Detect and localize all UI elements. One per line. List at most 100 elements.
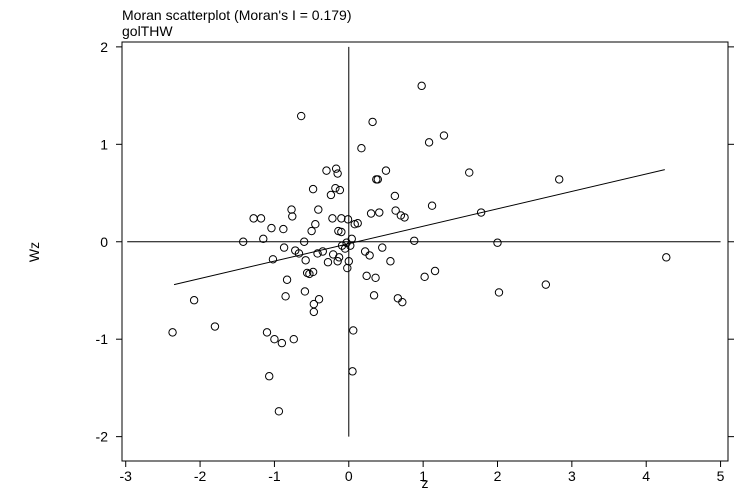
data-point [371,273,380,283]
data-point [314,205,323,214]
data-point [267,223,276,233]
data-point [262,328,272,337]
y-tick-label: 0 [100,234,108,250]
data-point [326,190,336,200]
data-point [424,138,434,147]
data-point [375,208,384,217]
data-point [322,166,331,175]
data-point [309,307,319,317]
data-point [299,237,309,246]
x-axis: -3 -2 -1 0 1 2 3 4 5 [119,461,725,484]
data-point [331,183,340,193]
data-point [259,234,268,244]
data-point [400,213,409,222]
x-tick-label: 4 [642,468,650,484]
data-point [386,257,395,266]
data-point [349,326,358,335]
data-point [282,275,292,284]
y-axis: -2 -1 0 1 2 [96,39,734,445]
data-point [541,280,551,289]
regression-line [173,169,665,286]
data-point [373,175,382,184]
x-tick-label: -3 [119,468,132,484]
data-point [337,241,347,250]
x-tick-label: -1 [268,468,281,484]
data-point [289,334,298,344]
data-point [168,328,177,337]
data-point [427,201,437,210]
data-point [313,249,322,258]
plot-frame [121,41,729,462]
data-point [430,266,440,276]
data-point [340,244,350,253]
data-point [333,169,342,178]
data-point [331,164,341,173]
data-point [294,249,304,258]
data-point [420,272,429,282]
y-tick-label: 2 [100,39,108,55]
data-point [410,236,419,245]
data-point [334,253,344,262]
data-point [353,219,362,228]
data-point [265,372,274,381]
data-point [333,257,342,266]
data-point [369,291,379,300]
chart-title: Moran scatterplot (Moran's I = 0.179) [122,7,352,23]
data-point [318,247,327,256]
y-axis-label: Wz [26,242,42,262]
data-point [337,227,346,237]
data-point [398,297,407,307]
data-point [357,144,366,153]
data-point [662,253,671,262]
data-point [308,267,318,277]
data-point [555,175,564,184]
data-point [311,220,320,229]
data-point [366,209,376,218]
data-point [381,166,391,175]
data-point [417,81,426,91]
data-point [287,205,296,214]
data-point [391,206,400,215]
x-tick-label: 5 [717,468,725,484]
data-point [347,234,356,244]
data-point [365,251,374,260]
x-tick-label: 1 [419,468,427,484]
data-point [256,214,266,223]
y-tick-label: 1 [100,136,108,152]
data-point [328,214,337,223]
data-point [465,168,474,177]
data-point [494,288,504,297]
data-point [210,322,220,331]
data-point [348,367,357,376]
x-tick-label: 3 [568,468,576,484]
data-point [308,184,318,194]
x-axis-label: z [422,475,429,491]
data-point [189,296,199,305]
data-point [281,292,290,301]
data-point [274,407,284,416]
x-tick-label: -2 [194,468,207,484]
data-point [300,287,310,296]
data-points [168,81,671,416]
data-point [439,131,449,140]
data-point [314,295,324,304]
data-point [362,271,371,281]
data-point [476,208,486,217]
y-tick-label: -1 [96,331,109,347]
chart-subtitle: golTHW [122,23,173,39]
x-tick-label: 2 [494,468,502,484]
data-point [239,237,248,246]
data-point [301,256,310,265]
data-point [288,212,297,221]
data-point [323,258,333,267]
data-point [337,214,346,223]
x-tick-label: 0 [345,468,353,484]
data-point [378,243,387,252]
data-point [368,117,377,127]
data-point [268,255,278,264]
data-point [279,243,289,252]
data-point [277,338,287,348]
data-point [390,191,400,201]
